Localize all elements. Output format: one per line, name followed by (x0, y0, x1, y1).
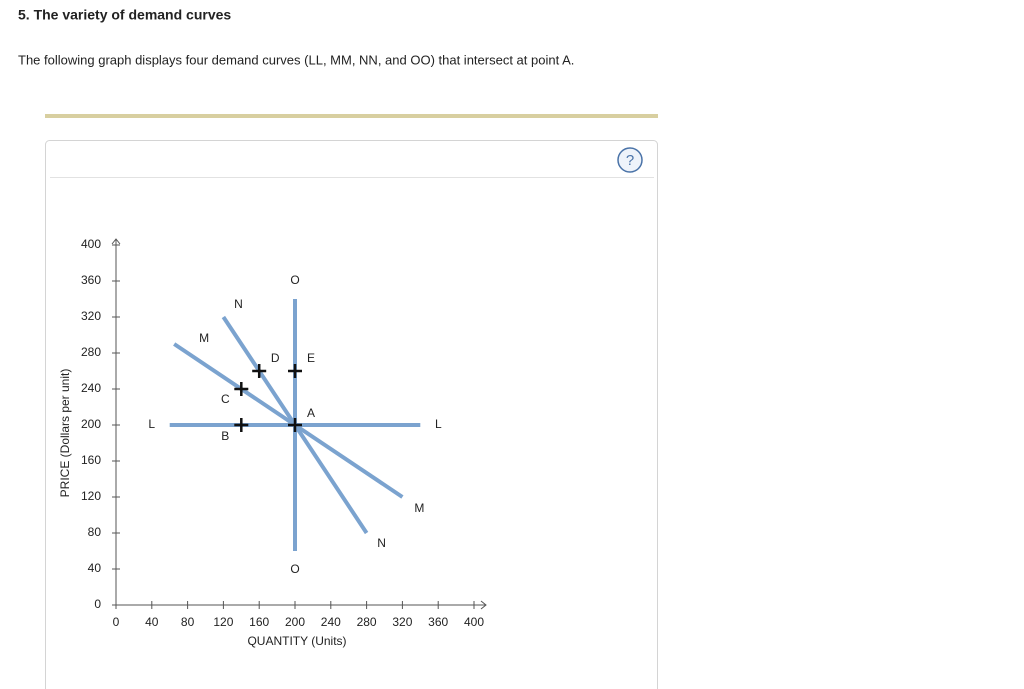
y-tick-label: 80 (88, 525, 102, 539)
curve-label: N (377, 536, 386, 550)
demand-curve (173, 342, 404, 499)
x-tick-label: 0 (113, 615, 120, 629)
divider (45, 114, 658, 118)
y-tick-label: 0 (94, 597, 101, 611)
point-label: E (307, 351, 315, 365)
plot: 0 40 80 120 160 200 240 280 320 360 400 0 40 80 120 160… (58, 237, 487, 648)
x-tick-label: 200 (285, 615, 305, 629)
y-tick-label: 360 (81, 273, 101, 287)
point-marker (234, 418, 249, 432)
curve-label: N (234, 297, 243, 311)
y-tick-label: 160 (81, 453, 101, 467)
x-tick-label: 320 (392, 615, 412, 629)
x-tick-label: 400 (464, 615, 484, 629)
y-tick-label: 120 (81, 489, 101, 503)
help-icon[interactable]: ? (626, 152, 634, 169)
help-button[interactable] (617, 147, 643, 173)
curve-label: M (199, 331, 209, 345)
y-axis-arrow (111, 238, 121, 245)
y-tick-label: 320 (81, 309, 101, 323)
graph-panel (45, 140, 658, 689)
point-label: C (221, 392, 230, 406)
point-label: B (221, 429, 229, 443)
x-tick-label: 40 (145, 615, 159, 629)
curve-label: L (435, 417, 442, 431)
x-tick-label: 360 (428, 615, 448, 629)
x-axis-arrow (480, 600, 487, 610)
point-marker (288, 364, 302, 378)
y-axis-title: PRICE (Dollars per unit) (58, 369, 72, 498)
point-label: D (271, 351, 280, 365)
point-marker (234, 382, 249, 396)
page-title: 5. The variety of demand curves (18, 7, 231, 23)
x-tick-label: 280 (357, 615, 377, 629)
x-tick-label: 160 (249, 615, 269, 629)
description: The following graph displays four demand… (18, 52, 574, 67)
curve-label: O (290, 562, 299, 576)
y-tick-label: 200 (81, 417, 101, 431)
curve-label: O (290, 273, 299, 287)
x-axis-title: QUANTITY (Units) (247, 634, 346, 648)
curve-label: M (414, 501, 424, 515)
y-tick-label: 40 (88, 561, 102, 575)
x-tick-label: 240 (321, 615, 341, 629)
curve-label: L (148, 417, 155, 431)
y-tick-label: 240 (81, 381, 101, 395)
x-tick-label: 120 (213, 615, 233, 629)
point-marker (252, 364, 267, 378)
point-marker (288, 418, 302, 432)
x-tick-label: 80 (181, 615, 195, 629)
point-label: A (307, 406, 315, 420)
y-tick-label: 280 (81, 345, 101, 359)
y-tick-label: 400 (81, 237, 101, 251)
